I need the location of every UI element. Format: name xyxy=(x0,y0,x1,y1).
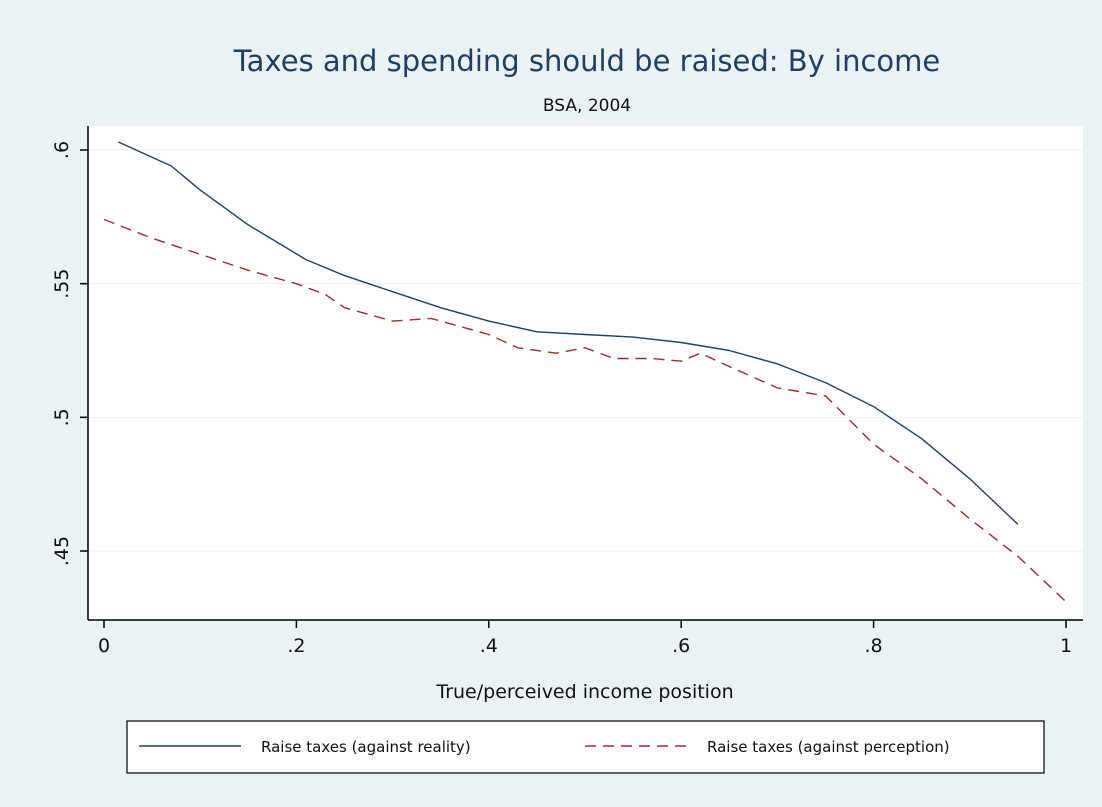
x-axis-title: True/perceived income position xyxy=(435,681,733,703)
y-axis-ticks: .45 .5 .55 .6 xyxy=(51,141,88,566)
x-axis-ticks: 0 .2 .4 .6 .8 1 xyxy=(98,620,1072,657)
y-tick-label: .5 xyxy=(51,408,73,426)
legend: Raise taxes (against reality) Raise taxes… xyxy=(139,738,950,756)
series-line-1 xyxy=(118,141,1019,525)
series-lines xyxy=(103,141,1067,603)
y-tick-label: .45 xyxy=(51,536,73,566)
legend-label-1: Raise taxes (against reality) xyxy=(261,738,471,756)
x-tick-label: 1 xyxy=(1060,635,1072,657)
chart-title: Taxes and spending should be raised: By … xyxy=(233,44,940,78)
legend-label-2: Raise taxes (against perception) xyxy=(707,738,950,756)
plot-area xyxy=(88,126,1083,620)
grid-lines xyxy=(88,149,1083,552)
y-tick-label: .6 xyxy=(51,141,73,159)
y-tick-label: .55 xyxy=(51,269,73,299)
x-tick-label: .8 xyxy=(865,635,883,657)
x-tick-label: .2 xyxy=(287,635,305,657)
x-tick-label: 0 xyxy=(98,635,110,657)
x-tick-label: .4 xyxy=(480,635,498,657)
legend-box xyxy=(126,720,1045,774)
x-tick-label: .6 xyxy=(672,635,690,657)
series-line-2 xyxy=(103,218,1067,603)
chart-subtitle: BSA, 2004 xyxy=(543,96,631,116)
